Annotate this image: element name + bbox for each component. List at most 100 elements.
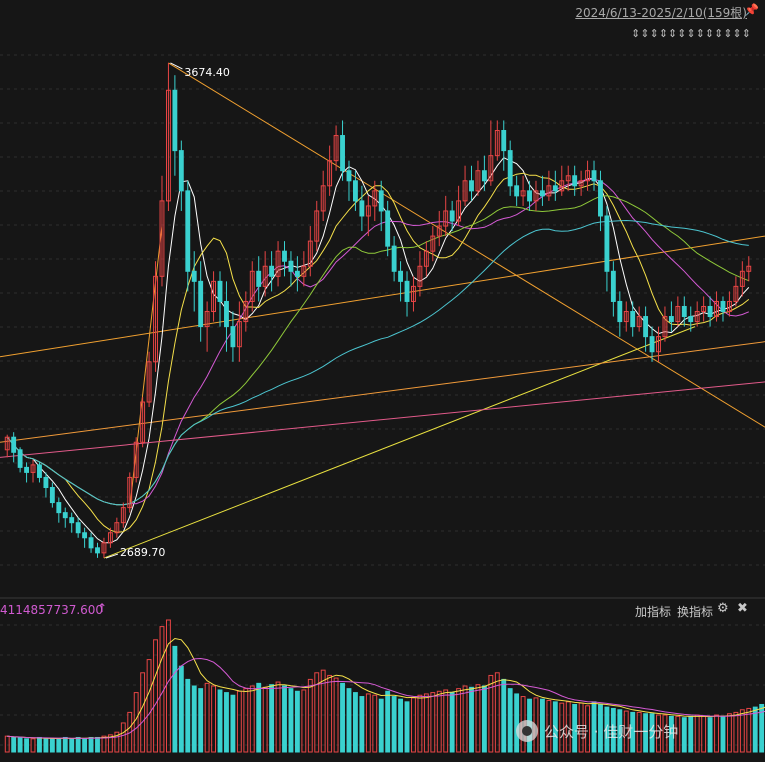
candle-body: [178, 150, 184, 192]
candle-body: [217, 280, 223, 302]
candle-body: [288, 260, 294, 272]
candle-body: [481, 170, 487, 182]
candle-body: [546, 185, 552, 197]
volume-bar: [307, 678, 313, 753]
volume-bar: [359, 696, 365, 753]
candle-body: [256, 270, 262, 287]
volume-bar: [675, 715, 681, 753]
candle-body: [249, 270, 255, 302]
high-price-label: 3674.40: [184, 66, 230, 79]
candle-body: [598, 180, 603, 217]
volume-bar: [282, 685, 287, 753]
pin-icon[interactable]: 📌: [744, 3, 759, 17]
volume-bar: [617, 709, 623, 753]
volume-bar: [172, 645, 178, 753]
volume-bar: [649, 713, 655, 753]
candle-body: [204, 311, 210, 328]
candle-body: [294, 270, 300, 277]
price-annotations: 3674.40 2689.70: [105, 62, 230, 559]
volume-bar: [17, 736, 23, 753]
candle-body: [333, 135, 339, 162]
moving-average-lines: [0, 157, 765, 544]
add-indicator-button[interactable]: 加指标: [635, 605, 672, 619]
candle-body: [301, 265, 307, 277]
volume-bar: [423, 693, 429, 753]
candle-body: [688, 316, 694, 323]
volume-bar: [656, 714, 661, 753]
candle-body: [69, 517, 75, 524]
candle-body: [191, 270, 197, 282]
volume-bar: [559, 702, 565, 753]
volume-bar: [469, 686, 474, 753]
volume-bar: [133, 692, 139, 753]
candle-body: [656, 336, 661, 353]
candle-body: [372, 190, 378, 207]
ma10-line: [6, 172, 750, 533]
wechat-icon: [516, 720, 538, 742]
date-range-label[interactable]: 2024/6/13-2025/2/10(159根): [575, 6, 747, 20]
ma5-line: [6, 157, 750, 544]
candle-body: [236, 321, 242, 348]
candle-body: [746, 265, 752, 272]
volume-bar: [630, 711, 636, 753]
volume-bar: [572, 703, 578, 753]
volume-bar: [623, 710, 629, 753]
candle-body: [75, 522, 81, 534]
volume-bar: [714, 714, 719, 753]
low-price-label: 2689.70: [120, 546, 166, 559]
switch-indicator-button[interactable]: 换指标: [677, 605, 714, 619]
candle-body: [662, 316, 668, 338]
volume-bar: [668, 715, 674, 753]
volume-bar: [140, 672, 146, 753]
candle-body: [475, 170, 481, 192]
candle-body: [30, 464, 36, 473]
volume-bar: [488, 674, 494, 753]
volume-bar: [114, 731, 120, 753]
candle-body: [365, 205, 371, 217]
volume-bar: [101, 735, 107, 753]
candle-body: [707, 305, 713, 318]
candle-body: [552, 185, 558, 192]
candle-body: [604, 215, 610, 272]
candle-body: [114, 522, 120, 534]
scroll-arrows-row[interactable]: ⇕⇕⇕⇕⇕⇕⇕⇕⇕⇕⇕⇕⇕: [631, 27, 751, 40]
candle-body: [224, 300, 229, 328]
candle-body: [172, 89, 178, 152]
close-icon[interactable]: ✖: [737, 601, 748, 616]
ma30-line: [6, 195, 749, 506]
volume-bar: [43, 738, 49, 753]
volume-bar: [37, 736, 42, 753]
annotation-pointer: [170, 62, 183, 70]
gear-icon[interactable]: ⚙: [717, 601, 729, 616]
volume-bar: [546, 700, 552, 753]
volume-bar: [224, 692, 229, 753]
candle-body: [417, 265, 423, 287]
candle-body: [307, 240, 313, 267]
candle-body: [694, 311, 700, 323]
candle-body: [527, 190, 532, 202]
candle-body: [159, 200, 165, 277]
volume-bar: [88, 736, 94, 753]
volume-bar: [759, 703, 765, 753]
candle-body: [533, 190, 539, 202]
volume-bar: [127, 711, 133, 753]
trendlines: [0, 62, 765, 559]
candle-body: [4, 436, 10, 451]
volume-bar: [733, 711, 739, 753]
volume-bar: [4, 735, 10, 753]
candle-body: [95, 547, 100, 554]
candle-body: [617, 300, 623, 323]
candle-body: [649, 336, 655, 353]
candle-body: [623, 311, 629, 323]
volume-bar: [256, 682, 262, 753]
candle-body: [469, 180, 474, 192]
volume-bar: [475, 684, 481, 753]
volume-bar: [720, 715, 726, 753]
candle-body: [275, 250, 281, 277]
candle-body: [585, 170, 591, 182]
candle-body: [185, 190, 191, 272]
volume-bar: [610, 707, 616, 753]
candle-body: [43, 476, 49, 488]
volume-bar: [146, 659, 152, 753]
